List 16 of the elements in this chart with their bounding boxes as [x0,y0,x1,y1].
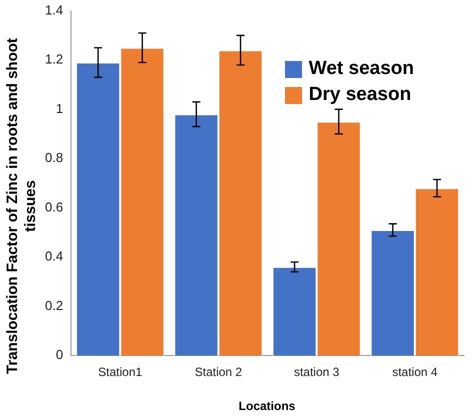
y-tick-label: 1 [56,100,64,116]
y-tick-label: 0.2 [44,298,64,313]
x-tick-label: station 3 [294,365,340,380]
y-axis-title: Translocation Factor of Zinc in roots and shoot tissues [4,37,40,376]
x-tick-label: Station1 [98,365,143,380]
y-tick-label: 1.4 [44,2,64,18]
x-tick-label: station 4 [392,365,438,380]
x-axis-title: Locations [238,399,296,413]
y-tick-label: 0.8 [44,150,64,166]
y-tick-label: 0.4 [44,248,64,264]
legend-label: Wet season [308,58,414,80]
legend-label: Dry season [308,84,412,106]
y-tick-label: 0 [56,347,64,362]
y-tick-label: 1.2 [44,52,64,67]
y-tick-label: 0.6 [44,199,64,214]
x-tick-label: Station 2 [194,365,242,380]
